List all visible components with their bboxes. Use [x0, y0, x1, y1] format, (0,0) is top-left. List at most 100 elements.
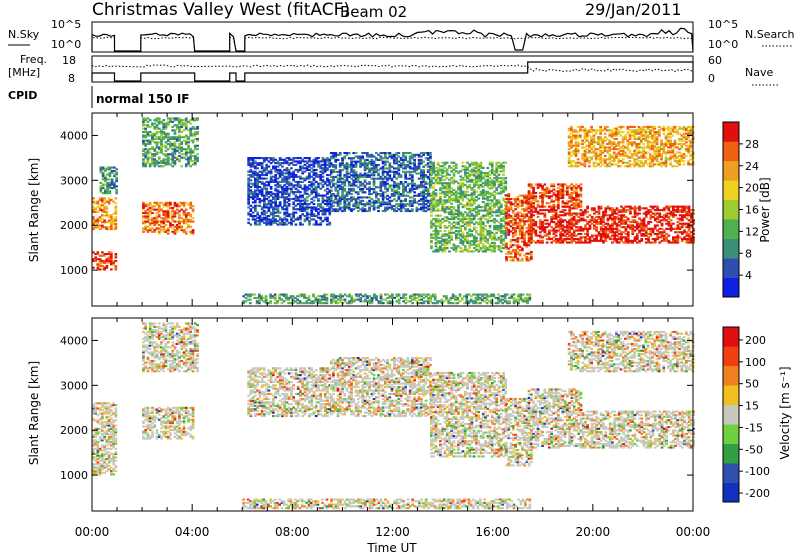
power-cell: [523, 199, 526, 202]
power-cell: [390, 193, 394, 196]
power-cell: [527, 190, 531, 193]
power-cell: [256, 194, 259, 197]
power-cell: [615, 229, 619, 232]
power-cell: [439, 224, 442, 227]
power-cell: [155, 141, 159, 144]
power-cell: [319, 206, 323, 209]
power-cell: [408, 152, 412, 155]
power-cell: [397, 198, 401, 201]
power-cell: [345, 191, 349, 194]
power-cell: [448, 201, 451, 204]
power-cell: [182, 148, 186, 151]
power-cell: [173, 148, 177, 151]
power-cell: [184, 230, 188, 233]
power-cell: [191, 210, 195, 213]
power-cell: [173, 232, 177, 235]
power-cell: [635, 224, 639, 227]
power-cell: [470, 250, 474, 253]
power-cell: [247, 192, 250, 195]
power-cell: [372, 177, 376, 180]
power-cell: [395, 186, 398, 189]
power-cell: [332, 179, 335, 182]
power-cell: [162, 210, 166, 213]
power-cell: [497, 236, 501, 239]
power-cell: [94, 207, 97, 210]
power-cell: [260, 208, 264, 211]
power-cell: [178, 227, 181, 230]
power-cell: [347, 164, 351, 167]
power-cell: [550, 221, 553, 224]
power-cell: [530, 221, 533, 224]
power-cell: [155, 218, 159, 221]
power-cell: [314, 174, 318, 177]
power-cell: [466, 238, 469, 241]
power-cell: [417, 167, 421, 170]
power-cell: [633, 210, 637, 213]
power-cell: [685, 210, 689, 213]
power-cell: [328, 191, 332, 194]
power-cell: [415, 184, 419, 187]
power-cell: [247, 163, 250, 166]
power-cell: [189, 165, 193, 168]
power-cell: [404, 194, 407, 197]
power-cell: [511, 218, 515, 221]
power-cell: [525, 232, 529, 235]
power-cell: [468, 165, 472, 168]
power-cell: [552, 227, 556, 230]
power-cell: [332, 204, 335, 207]
power-cell: [441, 207, 444, 210]
power-cell: [466, 175, 469, 178]
power-cell: [454, 250, 458, 253]
power-cell: [656, 217, 659, 220]
power-cell: [656, 232, 659, 235]
power-cell: [448, 240, 451, 243]
power-cell: [579, 214, 583, 217]
power-cell: [296, 208, 300, 211]
power-cell: [399, 199, 403, 202]
power-cell: [151, 222, 154, 225]
power-cell: [269, 175, 273, 178]
power-cell: [493, 226, 496, 229]
power-cell: [308, 160, 311, 163]
power-cell: [363, 152, 367, 155]
power-cell: [511, 257, 515, 260]
power-cell: [477, 250, 481, 253]
power-cell: [107, 259, 111, 262]
power-cell: [518, 225, 522, 228]
power-cell: [452, 214, 456, 217]
power-cell: [319, 167, 323, 170]
power-cell: [329, 204, 333, 207]
power-cell: [395, 172, 398, 175]
power-cell: [278, 170, 282, 173]
power-cell: [107, 253, 111, 256]
power-cell: [115, 180, 118, 183]
power-cell: [430, 226, 433, 229]
power-cell: [422, 206, 425, 209]
power-cell: [461, 241, 465, 244]
power-cell: [613, 239, 617, 242]
power-cell: [415, 153, 419, 156]
power-cell: [317, 160, 320, 163]
power-cell: [381, 191, 385, 194]
power-cell: [393, 198, 396, 201]
power-cell: [326, 199, 329, 202]
power-cell: [343, 157, 347, 160]
power-cell: [101, 199, 104, 202]
power-cell: [191, 163, 195, 166]
power-cell: [155, 160, 159, 163]
power-cell: [504, 185, 508, 188]
power-cell: [187, 144, 190, 147]
power-cell: [452, 194, 456, 197]
power-cell: [477, 177, 481, 180]
power-cell: [175, 203, 179, 206]
power-cell: [406, 160, 410, 163]
power-cell: [499, 235, 503, 238]
power-cell: [457, 233, 460, 236]
power-cell: [336, 174, 340, 177]
power-cell: [258, 189, 262, 192]
power-cell: [397, 152, 401, 155]
power-cell: [497, 166, 501, 169]
power-cell: [420, 186, 423, 189]
power-cell: [379, 175, 383, 178]
power-cell: [319, 204, 323, 207]
